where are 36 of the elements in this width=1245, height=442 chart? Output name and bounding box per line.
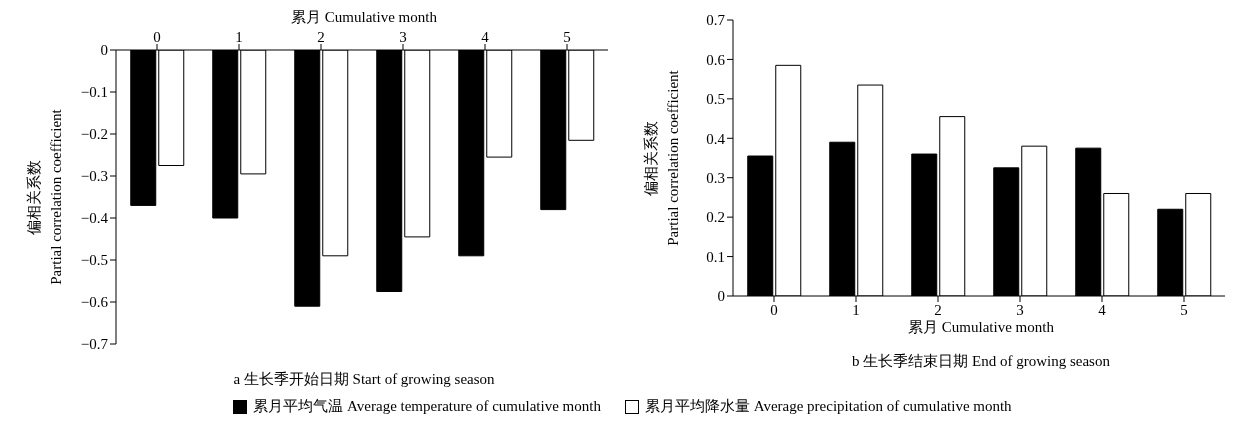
x-tick-label: 1 [235,29,243,45]
y-tick-label: 0.1 [706,248,725,265]
x-tick-label: 4 [1098,301,1107,318]
legend-label: 累月平均降水量 Average precipitation of cumulative month [644,397,1012,416]
y-axis-title: 偏相关系数 Partial correlation coefficient [26,108,64,285]
y-axis-title: 偏相关系数 Partial correlation coefficient [643,69,681,246]
x-axis-title: 累月 Cumulative month [290,8,438,26]
y-tick-label: 0.7 [706,12,726,29]
y-tick-label: −0.7 [80,336,109,353]
x-tick-label: 5 [1180,301,1188,318]
x-tick-label: 3 [399,29,407,45]
x-tick-label: 1 [852,301,860,318]
y-tick-label: 0.6 [706,51,726,68]
y-tick-label: 0.5 [706,91,725,108]
y-tick-label: −0.4 [80,210,109,227]
x-tick-label: 5 [563,29,571,45]
x-tick-label: 2 [317,29,325,45]
y-tick-label: 0.3 [706,170,725,187]
y-tick-label: −0.6 [80,294,109,311]
x-tick-label: 3 [1016,301,1024,318]
y-tick-label: −0.3 [80,168,108,185]
y-tick-label: 0.4 [706,130,726,147]
x-tick-label: 0 [770,301,778,318]
y-tick-label: 0 [100,42,108,59]
text: a 生长季开始日期 Start of growing season [232,370,496,389]
legend-label: 累月平均气温 Average temperature of cumulative month [253,397,601,416]
y-tick-label: −0.5 [80,252,108,269]
x-tick-label: 4 [481,29,490,45]
x-tick-label: 2 [934,301,942,318]
y-tick-label: 0.2 [706,209,725,226]
y-tick-label: −0.1 [80,84,108,101]
x-tick-label: 0 [153,29,161,45]
y-tick-label: −0.2 [80,126,108,143]
x-axis-title: 累月 Cumulative month [907,318,1055,336]
text: b 生长季结束日期 End of growing season [851,352,1111,371]
y-tick-label: 0 [717,288,725,305]
